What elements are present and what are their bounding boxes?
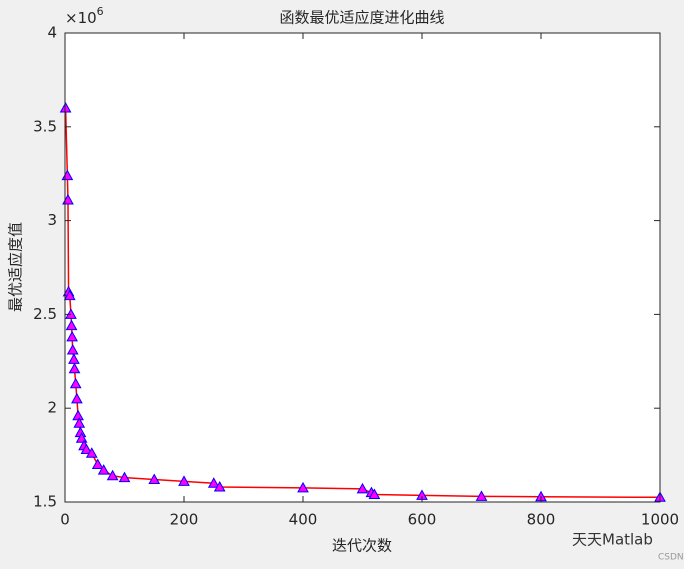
y-tick-label: 3.5 — [33, 117, 57, 135]
plot-area — [65, 33, 660, 502]
data-marker — [297, 481, 309, 493]
data-marker — [207, 477, 220, 488]
data-marker — [66, 330, 78, 342]
data-marker — [63, 289, 76, 301]
watermark-site: CSDN — [658, 553, 684, 563]
x-tick-label: 800 — [527, 511, 556, 529]
exponent-power: 6 — [97, 5, 104, 18]
watermark-account: 天天Matlab — [572, 531, 653, 549]
y-tick-label: 3 — [47, 211, 57, 229]
data-marker — [69, 377, 82, 389]
data-marker — [97, 464, 110, 475]
y-tick-label: 1.5 — [33, 493, 57, 511]
data-marker — [85, 447, 98, 458]
x-tick-label: 200 — [170, 511, 199, 529]
x-tick-label: 0 — [60, 511, 70, 529]
x-tick-label: 600 — [408, 511, 437, 529]
chart-title: 函数最优适应度进化曲线 — [279, 9, 444, 27]
data-marker — [213, 480, 226, 492]
axes-box — [64, 32, 661, 503]
plot-layer — [59, 102, 666, 502]
y-tick-label: 2.5 — [33, 305, 57, 323]
y-tick-label: 2 — [47, 399, 57, 417]
data-marker — [80, 443, 93, 454]
data-marker — [73, 417, 86, 428]
data-marker — [118, 471, 131, 483]
x-axis-label: 迭代次数 — [332, 537, 392, 555]
exponent-base: ×10 — [65, 9, 97, 27]
y-tick-label: 4 — [47, 24, 57, 42]
data-marker — [66, 344, 79, 355]
data-marker — [65, 319, 78, 331]
data-marker — [59, 102, 72, 113]
data-marker — [106, 469, 119, 481]
x-tick-label: 400 — [289, 511, 318, 529]
x-tick-label: 1000 — [641, 511, 679, 529]
data-marker — [356, 482, 369, 494]
y-axis-label: 最优适应度值 — [7, 222, 25, 312]
data-marker — [68, 362, 81, 374]
data-marker — [68, 353, 80, 364]
data-marker — [91, 458, 104, 469]
data-marker — [178, 475, 190, 486]
data-marker — [71, 392, 83, 404]
y-exponent: ×106 — [65, 5, 104, 27]
data-marker — [368, 488, 381, 499]
data-marker — [475, 490, 488, 501]
data-marker — [148, 473, 161, 484]
